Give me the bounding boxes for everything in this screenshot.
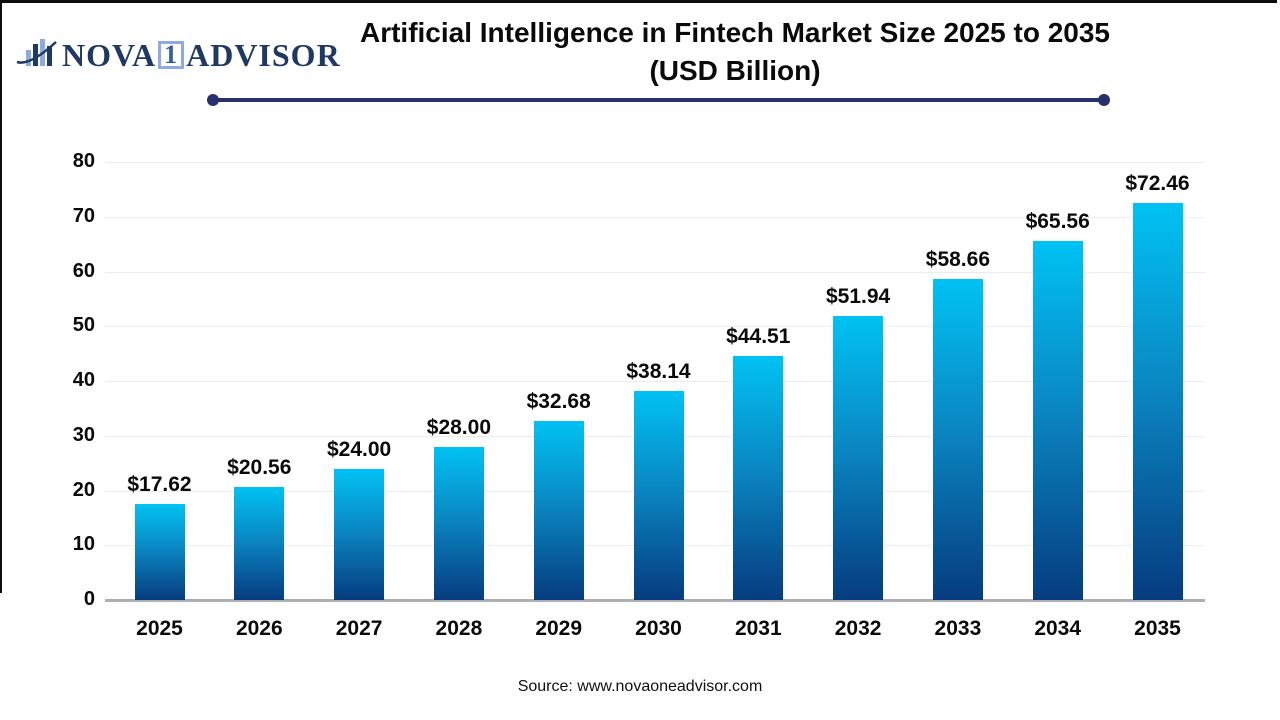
x-axis-tick-2034: 2034 — [1034, 617, 1082, 640]
bar-value-label-2028: $28.00 — [426, 415, 491, 439]
nova-one-advisor-logo: NOVA 1 ADVISOR — [16, 36, 341, 74]
bar-value-label-2026: $20.56 — [227, 456, 292, 480]
y-axis-tick-70: 70 — [72, 204, 95, 227]
y-axis-tick-30: 30 — [72, 423, 95, 446]
bar-2034 — [1032, 241, 1083, 600]
bar-2031 — [733, 356, 784, 600]
bar-value-label-2027: $24.00 — [326, 437, 392, 461]
logo-text-advisor: ADVISOR — [186, 36, 341, 73]
logo-one-badge: 1 — [158, 40, 185, 69]
x-axis-tick-2032: 2032 — [834, 617, 882, 640]
logo-text-nova: NOVA — [62, 36, 157, 73]
gridline-y-80 — [105, 162, 1205, 163]
gridline-y-70 — [105, 216, 1205, 218]
bar-2035 — [1132, 203, 1183, 600]
x-axis-tick-2029: 2029 — [535, 617, 583, 640]
y-axis-tick-0: 0 — [83, 588, 95, 610]
x-axis-tick-2026: 2026 — [235, 617, 283, 640]
x-axis-tick-2025: 2025 — [136, 617, 183, 640]
frame-border-top — [0, 0, 1277, 3]
x-axis-line — [105, 599, 1205, 602]
x-axis-tick-2030: 2030 — [635, 617, 682, 640]
header-divider-line — [207, 94, 1110, 106]
bar-2028 — [433, 446, 484, 600]
x-axis-tick-2028: 2028 — [435, 617, 483, 640]
gridline-y-60 — [105, 271, 1205, 273]
bar-value-label-2035: $72.46 — [1125, 172, 1190, 196]
bar-2030 — [633, 391, 684, 600]
chart-title-line1: Artificial Intelligence in Fintech Marke… — [359, 17, 1111, 48]
x-axis-tick-2027: 2027 — [335, 617, 383, 640]
bar-value-label-2029: $32.68 — [526, 390, 591, 414]
x-axis-tick-2031: 2031 — [734, 617, 782, 640]
frame-border-left — [0, 0, 2, 593]
y-axis-tick-50: 50 — [72, 314, 95, 337]
bar-value-label-2032: $51.94 — [825, 284, 891, 308]
bar-2027 — [334, 468, 385, 600]
bar-value-label-2030: $38.14 — [626, 360, 691, 384]
bar-2029 — [533, 421, 584, 600]
bar-2032 — [833, 315, 884, 600]
bar-2033 — [932, 278, 983, 600]
gridline-y-50 — [105, 326, 1205, 328]
divider-dot-left — [207, 94, 219, 106]
gridline-y-40 — [105, 381, 1205, 382]
y-axis-tick-40: 40 — [72, 369, 95, 391]
bar-value-label-2034: $65.56 — [1025, 210, 1090, 234]
bar-value-label-2031: $44.51 — [726, 325, 791, 349]
y-axis-tick-60: 60 — [72, 259, 95, 282]
bar-chart-swoosh-icon — [16, 39, 57, 66]
y-axis-tick-10: 10 — [72, 533, 95, 556]
chart-title-line2: (USD Billion) — [649, 55, 821, 86]
divider-dot-right — [1098, 94, 1110, 106]
y-axis-tick-80: 80 — [72, 150, 95, 172]
x-axis-tick-2035: 2035 — [1134, 617, 1181, 640]
bar-2026 — [234, 487, 285, 600]
source-attribution: Source: www.novaoneadvisor.com — [517, 678, 763, 695]
chart-title: Artificial Intelligence in Fintech Marke… — [290, 14, 1180, 90]
bar-value-label-2025: $17.62 — [127, 472, 192, 496]
y-axis-tick-20: 20 — [72, 478, 95, 501]
x-axis-tick-2033: 2033 — [934, 617, 982, 640]
bar-2025 — [134, 503, 185, 600]
bar-value-label-2033: $58.66 — [925, 247, 990, 271]
